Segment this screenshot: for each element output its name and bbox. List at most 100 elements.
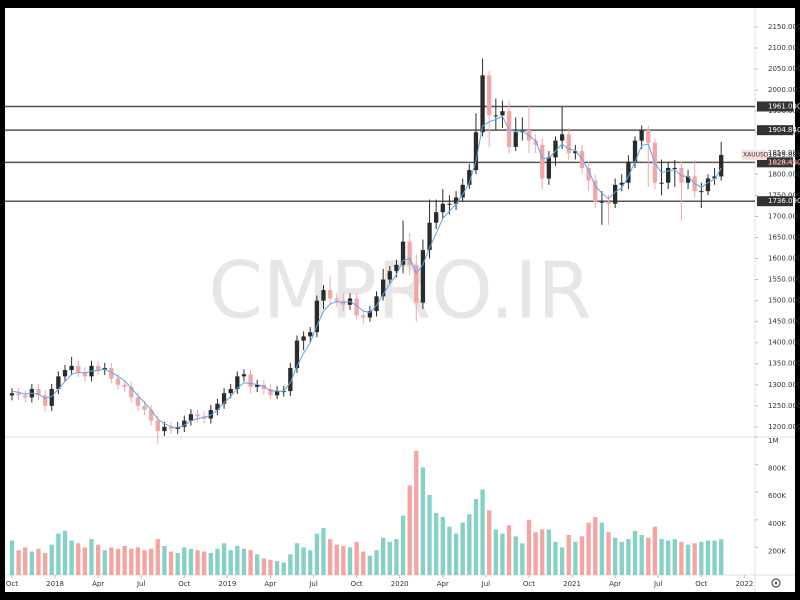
candle-body	[361, 315, 366, 318]
y-tick-label: 1850.000	[768, 149, 800, 157]
level-label-box	[757, 101, 793, 112]
candle-body	[400, 241, 406, 265]
volume-bar	[261, 558, 266, 575]
volume-bar	[102, 550, 107, 575]
candle-body	[274, 391, 280, 396]
volume-bar	[453, 533, 459, 575]
volume-bar	[500, 533, 505, 575]
volume-bar	[122, 546, 127, 575]
volume-bar	[9, 540, 15, 575]
volume-tick-label: 800K	[768, 465, 786, 473]
volume-bar	[347, 547, 353, 575]
candle-body	[639, 130, 644, 141]
y-tick-label: 1500.000	[768, 297, 800, 305]
volume-bar	[420, 467, 426, 575]
level-label-box	[757, 125, 793, 136]
volume-bar	[427, 494, 432, 575]
candle-body	[76, 365, 81, 373]
candle-body	[248, 374, 253, 387]
x-tick-label: 2020	[391, 580, 409, 588]
candle-body	[215, 403, 220, 411]
x-tick-label: Apr	[609, 580, 621, 588]
y-tick-label: 1300.000	[768, 381, 800, 389]
volume-bar	[685, 544, 691, 575]
y-tick-label: 1550.000	[768, 276, 800, 284]
volume-bar	[586, 522, 591, 575]
volume-bar	[612, 537, 618, 575]
level-label: 1828.430	[768, 158, 800, 166]
volume-bar	[162, 546, 167, 575]
volume-bar	[76, 543, 81, 575]
candle-body	[612, 184, 618, 204]
volume-bar	[400, 515, 406, 575]
chart-background	[5, 8, 795, 592]
volume-bar	[646, 537, 651, 575]
volume-bar	[559, 547, 565, 575]
x-tick-label: 2021	[563, 580, 581, 588]
level-label: 1736.090	[768, 197, 800, 205]
volume-bar	[155, 539, 160, 575]
y-tick-label: 1400.000	[768, 339, 800, 347]
volume-bar	[115, 548, 121, 575]
y-tick-label: 2150.000	[768, 23, 800, 31]
volume-bar	[248, 550, 253, 575]
volume-bar	[606, 532, 611, 575]
candle-body	[255, 384, 260, 387]
candle-body	[354, 298, 359, 316]
volume-bar	[294, 543, 300, 575]
candle-body	[195, 414, 200, 417]
y-tick-label: 1350.000	[768, 360, 800, 368]
volume-bar	[301, 547, 306, 575]
candle-body	[168, 426, 174, 430]
candle-body	[480, 75, 485, 133]
candle-body	[241, 374, 247, 377]
candle-body	[155, 420, 160, 432]
candle-body	[235, 376, 240, 390]
x-tick-label: Jul	[308, 580, 318, 588]
volume-bar	[387, 541, 392, 575]
candle-body	[109, 367, 114, 379]
candle-body	[553, 140, 558, 158]
candle-body	[593, 180, 598, 202]
volume-bar	[487, 510, 492, 575]
candle-body	[559, 134, 565, 141]
volume-bar	[573, 541, 578, 575]
candle-body	[387, 271, 392, 280]
volume-bar	[235, 546, 240, 575]
volume-bar	[354, 541, 359, 575]
volume-bar	[89, 539, 94, 575]
volume-bar	[672, 539, 677, 575]
volume-bar	[513, 536, 518, 575]
candle-body	[36, 389, 41, 396]
candle-body	[142, 405, 147, 411]
volume-bar	[639, 534, 644, 575]
volume-bar	[29, 551, 34, 575]
volume-bar	[82, 547, 88, 575]
settings-icon[interactable]	[771, 578, 781, 588]
y-tick-label: 2100.000	[768, 44, 800, 52]
volume-tick-label: 400K	[768, 520, 786, 528]
volume-bar	[546, 529, 552, 575]
x-tick-label: 2022	[735, 580, 753, 588]
watermark: CMPRO.IR	[208, 246, 591, 336]
volume-bar	[632, 530, 638, 575]
candle-body	[546, 157, 552, 179]
volume-bar	[434, 512, 439, 575]
volume-bar	[626, 539, 631, 575]
volume-bar	[281, 562, 286, 575]
volume-bar	[188, 548, 194, 575]
volume-bar	[374, 550, 379, 575]
volume-bar	[215, 548, 220, 575]
candle-body	[685, 176, 691, 183]
candle-body	[301, 336, 306, 341]
candle-body	[374, 296, 379, 312]
candle-body	[122, 384, 127, 387]
candle-body	[566, 134, 571, 154]
candle-body	[599, 201, 605, 203]
level-label: 1961.090	[768, 102, 800, 110]
candle-body	[487, 75, 492, 116]
volume-bar	[460, 522, 465, 575]
candle-body	[434, 212, 439, 223]
candle-body	[460, 184, 465, 198]
